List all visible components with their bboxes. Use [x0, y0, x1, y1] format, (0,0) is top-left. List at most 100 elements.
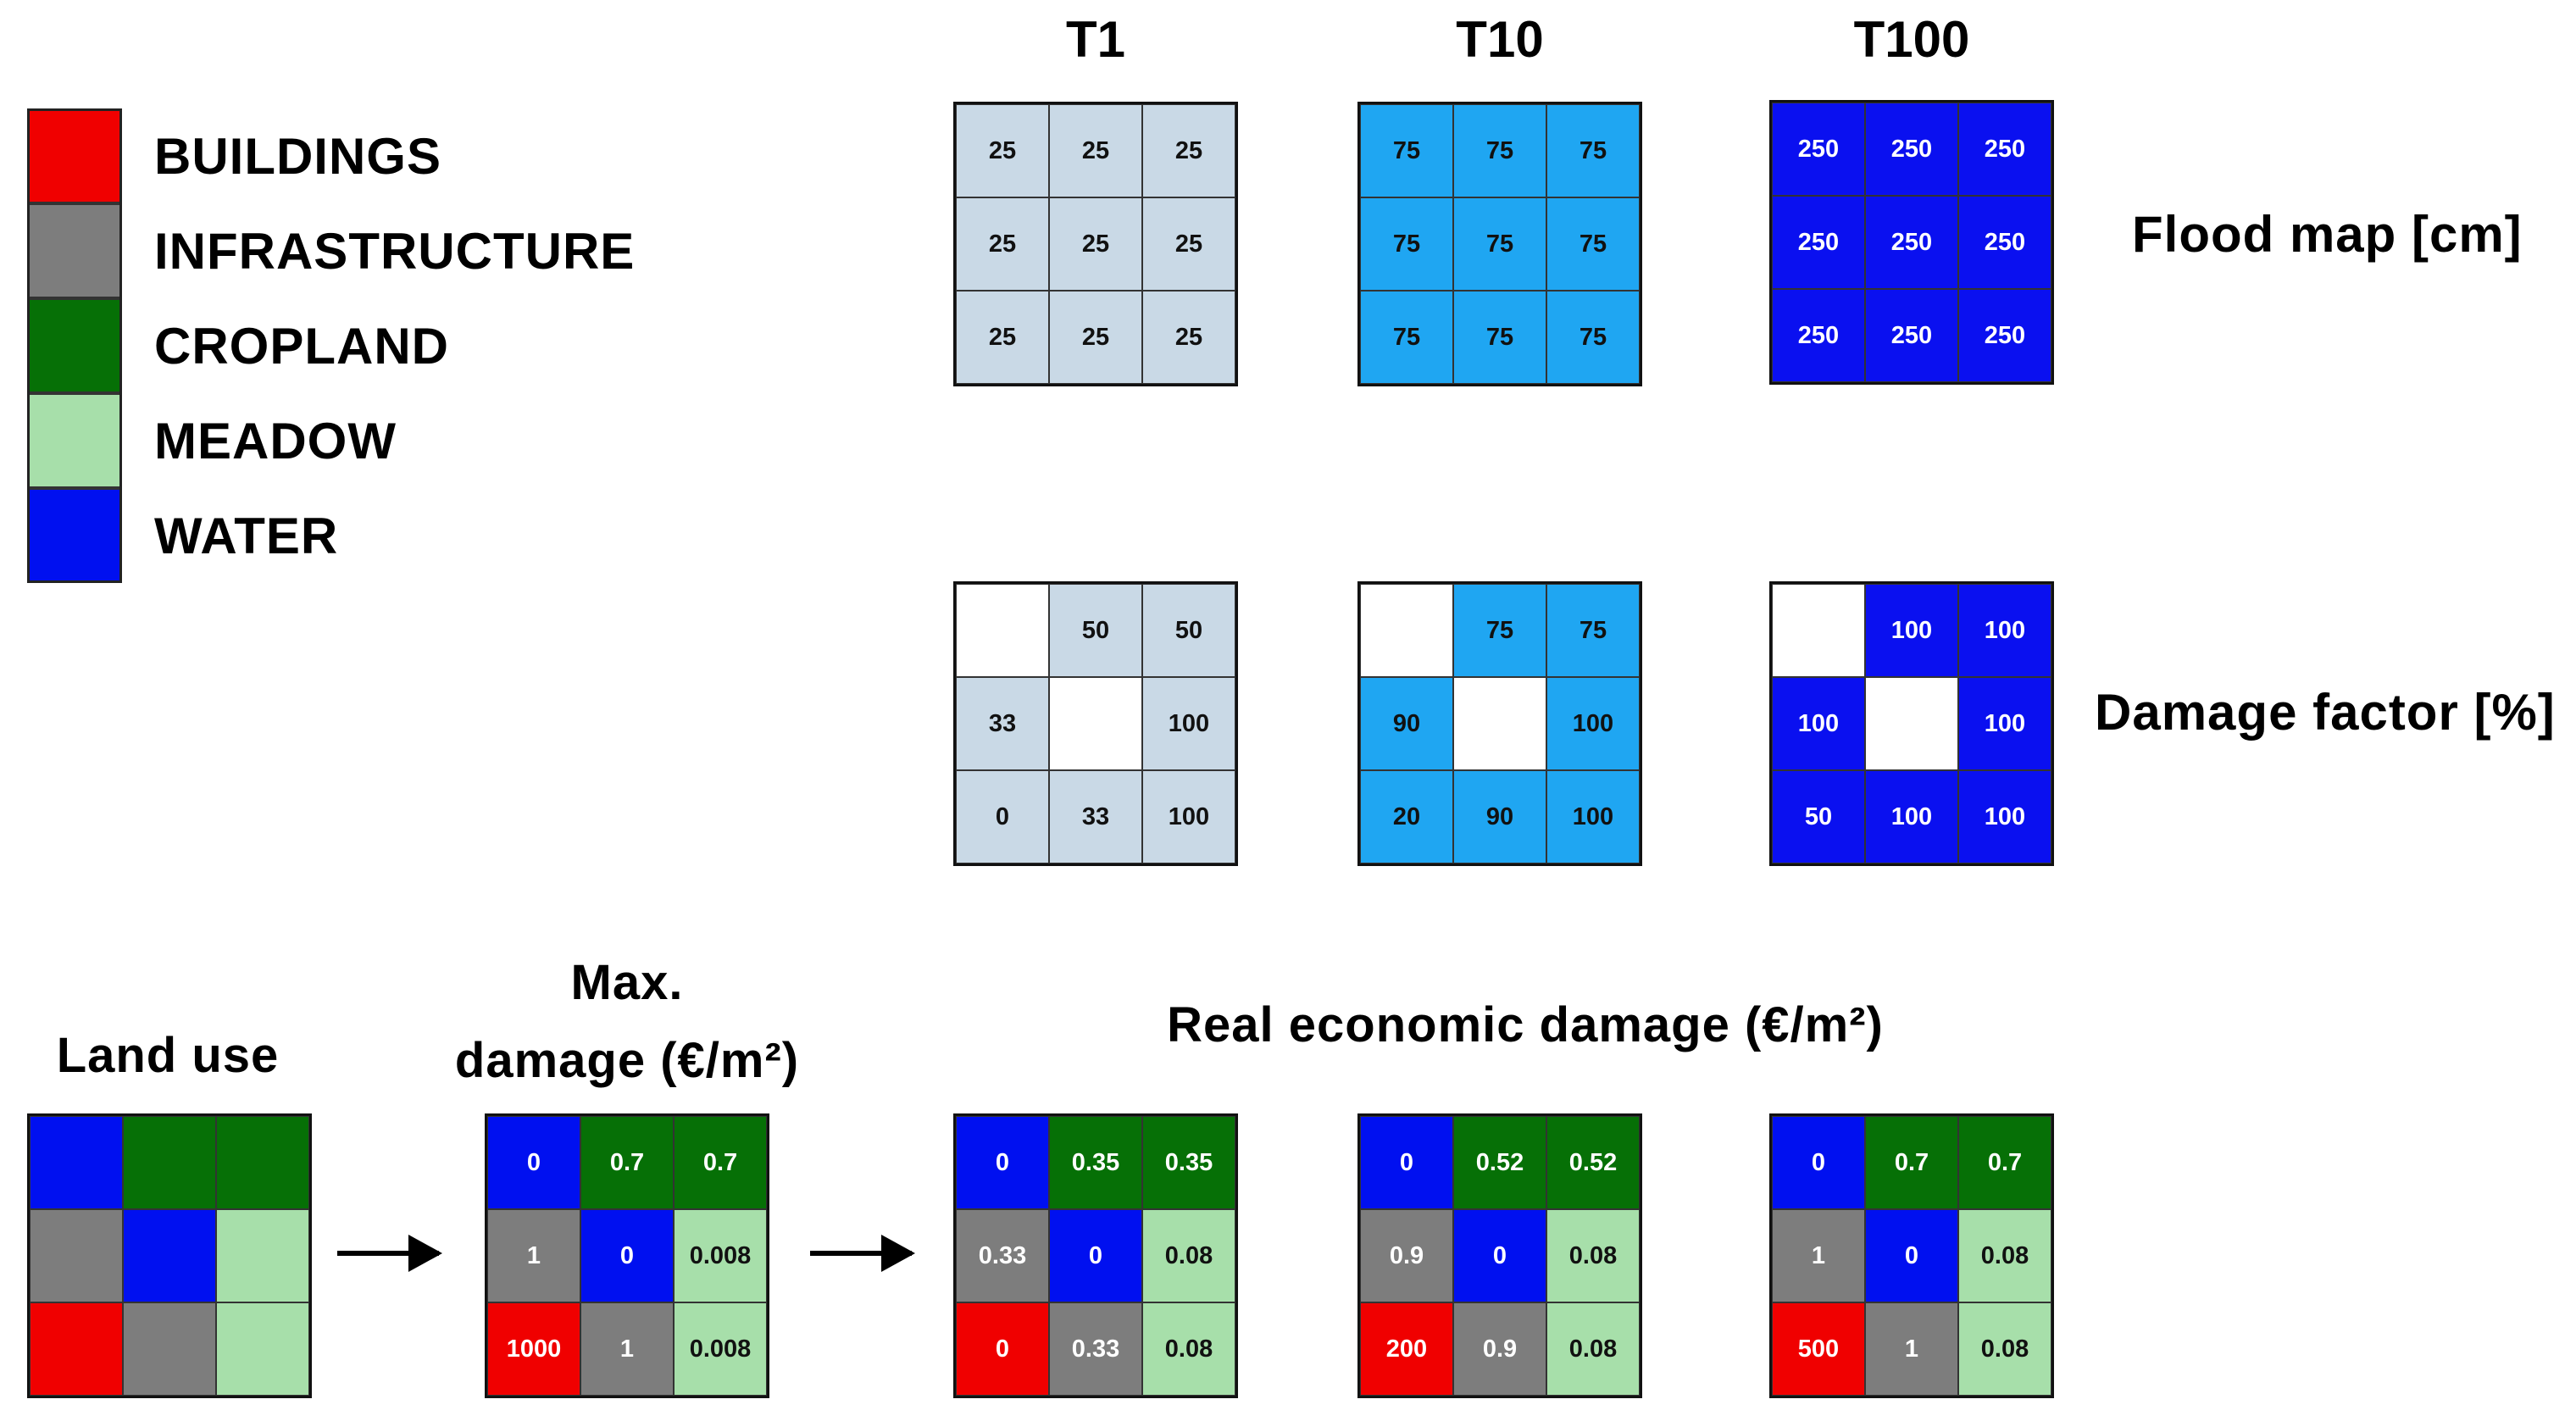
grid-cell: 0.9: [1453, 1302, 1546, 1396]
grid-cell: 75: [1453, 291, 1546, 384]
max-damage-label-line1: Max.: [570, 955, 684, 1010]
damage-factor-grid-t10: 75 75 90 100 20 90 100: [1357, 581, 1642, 866]
period-header-t10: T10: [1456, 11, 1544, 68]
grid-cell: 33: [956, 677, 1049, 770]
grid-cell: 0: [956, 1116, 1049, 1209]
grid-cell: 0: [1049, 1209, 1142, 1302]
land-use-grid: [27, 1113, 312, 1398]
land-use-label: Land use: [56, 1028, 280, 1083]
grid-cell: 25: [1142, 197, 1235, 291]
grid-cell: 90: [1360, 677, 1453, 770]
land-use-cell: [216, 1209, 309, 1302]
real-damage-grid-t100: 0 0.7 0.7 1 0 0.08 500 1 0.08: [1769, 1113, 2054, 1398]
land-use-cell: [216, 1116, 309, 1209]
grid-cell: 0.35: [1049, 1116, 1142, 1209]
grid-cell: 25: [1142, 291, 1235, 384]
grid-cell: 25: [1049, 197, 1142, 291]
grid-cell: 250: [1772, 103, 1865, 196]
legend-swatch-water: [27, 488, 122, 583]
grid-cell: 75: [1546, 291, 1640, 384]
legend-label-meadow: MEADOW: [154, 413, 397, 469]
grid-cell: 0.33: [956, 1209, 1049, 1302]
legend-label-cropland: CROPLAND: [154, 318, 449, 375]
grid-cell: 33: [1049, 770, 1142, 863]
grid-cell: 0.08: [1546, 1302, 1640, 1396]
max-damage-grid: 0 0.7 0.7 1 0 0.008 1000 1 0.008: [485, 1113, 769, 1398]
flood-map-grid-t100: 250 250 250 250 250 250 250 250 250: [1769, 100, 2054, 385]
grid-cell: 100: [1958, 584, 2051, 677]
grid-cell: 100: [1772, 677, 1865, 770]
grid-cell: 0.9: [1360, 1209, 1453, 1302]
grid-cell: 25: [1049, 104, 1142, 197]
grid-cell: 0.08: [1142, 1302, 1235, 1396]
grid-cell: 0.7: [674, 1116, 767, 1209]
grid-cell: 0.7: [1958, 1116, 2051, 1209]
grid-cell: 0.52: [1546, 1116, 1640, 1209]
legend-swatch-meadow: [27, 393, 122, 488]
grid-cell: 1: [1865, 1302, 1958, 1396]
grid-cell: 250: [1865, 196, 1958, 289]
grid-cell: 75: [1453, 584, 1546, 677]
grid-cell: 0: [1865, 1209, 1958, 1302]
legend-swatch-buildings: [27, 108, 122, 203]
grid-cell: 100: [1142, 770, 1235, 863]
grid-cell: 0: [1453, 1209, 1546, 1302]
grid-cell: 100: [1865, 584, 1958, 677]
grid-cell: 75: [1546, 584, 1640, 677]
flood-map-grid-t10: 75 75 75 75 75 75 75 75 75: [1357, 102, 1642, 386]
grid-cell: [1360, 584, 1453, 677]
land-use-cell: [30, 1302, 123, 1396]
grid-cell: 0: [956, 1302, 1049, 1396]
grid-cell: 0: [956, 770, 1049, 863]
grid-cell: 25: [1049, 291, 1142, 384]
grid-cell: 100: [1546, 677, 1640, 770]
grid-cell: 25: [1142, 104, 1235, 197]
grid-cell: 100: [1142, 677, 1235, 770]
legend-label-buildings: BUILDINGS: [154, 128, 441, 185]
legend-swatch-cropland: [27, 298, 122, 393]
grid-cell: 1000: [487, 1302, 580, 1396]
grid-cell: 0: [487, 1116, 580, 1209]
grid-cell: 1: [487, 1209, 580, 1302]
land-use-cell: [123, 1209, 216, 1302]
grid-cell: 75: [1360, 197, 1453, 291]
damage-factor-label: Damage factor [%]: [2095, 684, 2556, 741]
grid-cell: 25: [956, 291, 1049, 384]
grid-cell: 250: [1865, 103, 1958, 196]
arrow-right-icon: [337, 1235, 442, 1272]
grid-cell: 20: [1360, 770, 1453, 863]
grid-cell: 1: [1772, 1209, 1865, 1302]
arrow-right-icon: [810, 1235, 915, 1272]
legend-label-infrastructure: INFRASTRUCTURE: [154, 223, 636, 280]
land-use-cell: [30, 1209, 123, 1302]
grid-cell: 0.008: [674, 1302, 767, 1396]
grid-cell: 250: [1958, 103, 2051, 196]
grid-cell: 75: [1360, 291, 1453, 384]
grid-cell: 75: [1453, 104, 1546, 197]
max-damage-label-line2: damage (€/m²): [454, 1033, 800, 1088]
grid-cell: 0.08: [1958, 1209, 2051, 1302]
period-header-t100: T100: [1853, 11, 1970, 68]
grid-cell: 25: [956, 197, 1049, 291]
grid-cell: [1049, 677, 1142, 770]
grid-cell: 0.33: [1049, 1302, 1142, 1396]
legend-label-water: WATER: [154, 508, 339, 564]
flood-map-grid-t1: 25 25 25 25 25 25 25 25 25: [953, 102, 1238, 386]
damage-factor-grid-t100: 100 100 100 100 50 100 100: [1769, 581, 2054, 866]
grid-cell: 100: [1546, 770, 1640, 863]
grid-cell: 75: [1360, 104, 1453, 197]
grid-cell: 0.35: [1142, 1116, 1235, 1209]
grid-cell: 50: [1049, 584, 1142, 677]
grid-cell: 100: [1958, 770, 2051, 863]
grid-cell: 100: [1958, 677, 2051, 770]
grid-cell: 0.08: [1958, 1302, 2051, 1396]
land-use-cell: [123, 1116, 216, 1209]
grid-cell: 50: [1142, 584, 1235, 677]
grid-cell: 0.008: [674, 1209, 767, 1302]
grid-cell: 90: [1453, 770, 1546, 863]
grid-cell: 75: [1546, 197, 1640, 291]
grid-cell: 25: [956, 104, 1049, 197]
land-use-cell: [30, 1116, 123, 1209]
grid-cell: 0: [1360, 1116, 1453, 1209]
grid-cell: [1453, 677, 1546, 770]
